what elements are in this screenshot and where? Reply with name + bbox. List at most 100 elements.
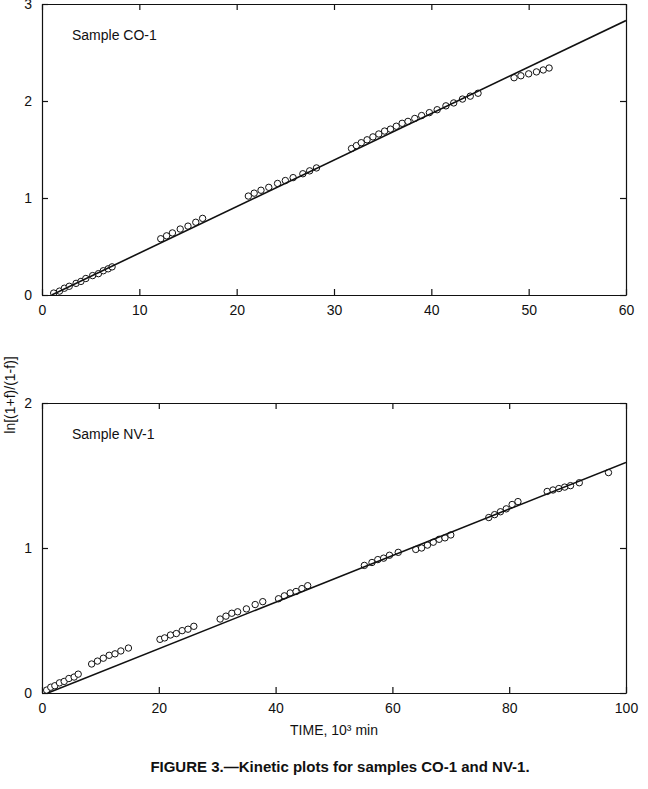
plot-area	[43, 462, 626, 693]
tick	[620, 403, 626, 404]
tick-mark	[139, 4, 140, 10]
tick-mark	[42, 693, 48, 694]
axis-line	[626, 404, 627, 694]
tick: 40	[268, 687, 284, 716]
tick-mark	[431, 4, 432, 10]
tick	[159, 403, 160, 409]
tick	[620, 295, 626, 296]
axis-line	[43, 693, 627, 694]
tick-label: 2	[24, 93, 32, 109]
tick-label: 0	[39, 302, 47, 318]
tick: 60	[385, 687, 401, 716]
tick: 1	[24, 540, 48, 556]
tick: 3	[24, 0, 48, 12]
tick-label: 40	[268, 700, 284, 716]
tick	[431, 4, 432, 10]
tick-mark	[237, 289, 238, 295]
chart: 020406080100012Sample NV-1TIME, 10³ min	[24, 395, 638, 738]
tick-mark	[276, 403, 277, 409]
tick	[620, 548, 626, 549]
tick-mark	[42, 101, 48, 102]
tick-mark	[392, 687, 393, 693]
tick: 0	[24, 287, 48, 303]
tick-mark	[431, 289, 432, 295]
tick	[139, 4, 140, 10]
tick: 30	[327, 289, 343, 318]
tick	[509, 403, 510, 409]
data-point	[518, 73, 524, 79]
tick-label: 80	[502, 700, 518, 716]
tick-mark	[620, 4, 626, 5]
axis	[620, 404, 627, 694]
tick-mark	[159, 403, 160, 409]
tick	[529, 4, 530, 10]
tick-label: 20	[152, 700, 168, 716]
tick-mark	[334, 289, 335, 295]
caption: FIGURE 3.—Kinetic plots for samples CO-1…	[150, 758, 529, 775]
tick-label: 60	[385, 700, 401, 716]
chart: 01020304050600123Sample CO-1	[24, 0, 634, 318]
tick: 50	[521, 289, 537, 318]
tick-label: 2	[24, 395, 32, 411]
tick-mark	[529, 289, 530, 295]
plot-area	[50, 20, 626, 295]
tick	[237, 4, 238, 10]
tick	[620, 198, 626, 199]
tick: 2	[24, 395, 48, 411]
fit-line	[52, 20, 626, 295]
tick-mark	[620, 548, 626, 549]
data-point	[533, 69, 539, 75]
data-point	[169, 230, 175, 236]
tick	[276, 403, 277, 409]
tick: 10	[132, 289, 148, 318]
tick-mark	[620, 198, 626, 199]
tick-label: 30	[327, 302, 343, 318]
data-point	[118, 648, 124, 654]
chart-title: Sample NV-1	[72, 426, 155, 442]
data-point	[258, 187, 264, 193]
data-point	[252, 601, 258, 607]
data-point	[234, 609, 240, 615]
axis	[43, 4, 627, 10]
tick-mark	[159, 687, 160, 693]
tick-label: 0	[24, 287, 32, 303]
tick-label: 20	[229, 302, 245, 318]
data-point	[243, 606, 249, 612]
tick-mark	[42, 403, 48, 404]
tick-mark	[334, 4, 335, 10]
x-axis-title: TIME, 10³ min	[290, 722, 378, 738]
axis: 0 1 2	[24, 395, 48, 701]
tick-mark	[42, 198, 48, 199]
tick-mark	[42, 295, 48, 296]
tick-label: 0	[24, 685, 32, 701]
axis: 0 1 2 3	[24, 0, 48, 303]
tick-mark	[509, 687, 510, 693]
data-point	[260, 598, 266, 604]
data-point	[546, 65, 552, 71]
tick-mark	[237, 4, 238, 10]
axis-line	[626, 5, 627, 296]
tick	[620, 693, 626, 694]
tick-label: 10	[132, 302, 148, 318]
tick-label: 0	[39, 700, 47, 716]
tick-mark	[509, 403, 510, 409]
tick: 2	[24, 93, 48, 109]
axis-line	[42, 5, 43, 296]
tick-label: 40	[424, 302, 440, 318]
tick-mark	[529, 4, 530, 10]
data-point	[125, 645, 131, 651]
tick-mark	[620, 295, 626, 296]
axis: 0 10 20 30 40 50 60	[39, 289, 635, 318]
tick-label: 1	[24, 540, 32, 556]
data-point	[75, 671, 81, 677]
tick-mark	[276, 687, 277, 693]
axis: 020406080100	[39, 687, 639, 716]
figure: 01020304050600123Sample CO-1020406080100…	[0, 0, 648, 789]
tick-mark	[392, 403, 393, 409]
y-axis-title: ln[(1+f)/(1-f)]	[2, 356, 18, 433]
tick-mark	[42, 4, 48, 5]
axis-line	[43, 403, 627, 404]
tick: 1	[24, 190, 48, 206]
data-point	[251, 190, 257, 196]
tick-label: 60	[619, 302, 635, 318]
